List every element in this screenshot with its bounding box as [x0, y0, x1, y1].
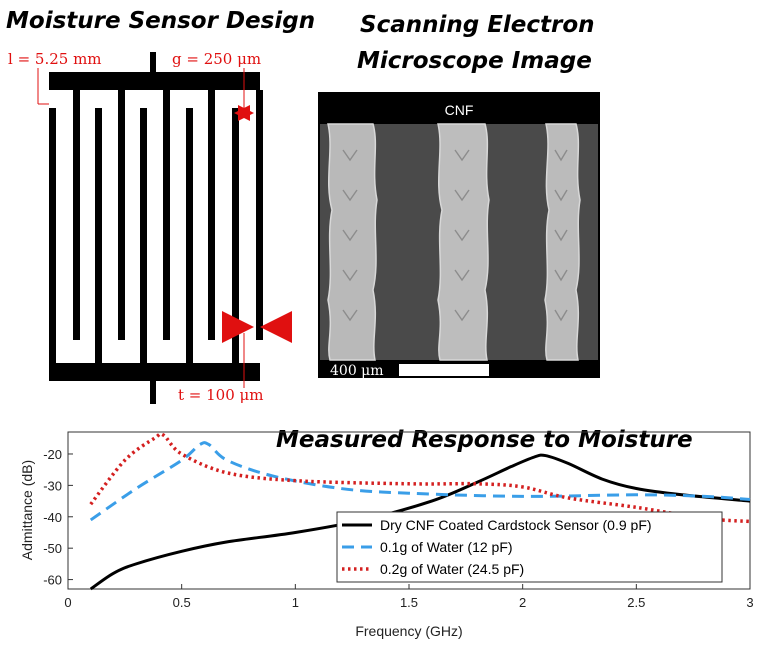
sem-heading-line1: Scanning Electron [360, 12, 595, 38]
gap-annotation: g = 250 μm [172, 50, 261, 68]
top-lead [150, 52, 156, 74]
y-axis-label: Admittance (dB) [19, 460, 35, 560]
finger-bottom-1 [95, 108, 102, 363]
series-0-2g-water [89, 432, 751, 524]
chart-legend: Dry CNF Coated Cardstock Sensor (0.9 pF)… [336, 511, 723, 583]
finger-bottom-4 [232, 108, 239, 363]
x-axis: 0 0.5 1 1.5 2 2.5 3 [64, 584, 754, 610]
bottom-bus-bar [49, 363, 260, 381]
y-tick-label: -20 [43, 447, 62, 462]
x-tick-label: 2.5 [627, 595, 645, 610]
finger-top-0 [73, 90, 80, 340]
sem-image: CNF 400 μm [318, 92, 600, 379]
strand-texture [342, 149, 568, 322]
x-axis-label: Frequency (GHz) [355, 623, 462, 639]
legend-box [336, 511, 723, 583]
finger-top-4 [256, 90, 263, 340]
chart-title: Measured Response to Moisture [276, 427, 693, 453]
y-tick-label: -50 [43, 541, 62, 556]
x-tick-label: 3 [746, 595, 753, 610]
series-0-1g-water [89, 441, 751, 522]
x-tick-label: 1.5 [400, 595, 418, 610]
y-tick-label: -40 [43, 510, 62, 525]
legend-label-0-2g: 0.2g of Water (24.5 pF) [380, 561, 524, 577]
plot-series [89, 432, 751, 591]
legend-label-0-1g: 0.1g of Water (12 pF) [380, 539, 513, 555]
sem-heading-line2: Microscope Image [357, 48, 592, 74]
top-bus-bar [49, 72, 260, 90]
legend-label-dry: Dry CNF Coated Cardstock Sensor (0.9 pF) [380, 517, 652, 533]
x-tick-label: 0 [64, 595, 71, 610]
finger-top-3 [208, 90, 215, 340]
finger-bottom-2 [140, 108, 147, 363]
y-tick-label: -30 [43, 478, 62, 493]
x-tick-label: 1 [292, 595, 299, 610]
finger-bottom-3 [186, 108, 193, 363]
electrode-fingers [49, 90, 263, 363]
thickness-annotation: t = 100 μm [178, 386, 264, 404]
cnf-strand-3 [544, 123, 581, 361]
finger-top-1 [118, 90, 125, 340]
design-heading: Moisture Sensor Design [6, 8, 316, 34]
finger-bottom-0 [49, 108, 56, 363]
response-chart: 0 0.5 1 1.5 2 2.5 3 -60 -50 -40 -30 -20 Frequency … [19, 431, 754, 639]
cnf-strand-2 [437, 123, 490, 361]
y-axis: -60 -50 -40 -30 -20 [43, 447, 73, 588]
x-tick-label: 2 [519, 595, 526, 610]
cnf-strand-1 [327, 123, 378, 361]
sem-scale-label: 400 μm [330, 363, 384, 379]
length-annotation: l = 5.25 mm [8, 50, 102, 68]
x-tick-label: 0.5 [173, 595, 191, 610]
sem-label: CNF [445, 102, 474, 118]
sensor-design-diagram: l = 5.25 mm g = 250 μm t = 100 μm [8, 50, 292, 404]
series-dry-sensor [89, 453, 751, 591]
finger-top-2 [163, 90, 170, 340]
bottom-lead [150, 380, 156, 404]
y-tick-label: -60 [43, 573, 62, 588]
sem-scale-bar [399, 364, 489, 376]
